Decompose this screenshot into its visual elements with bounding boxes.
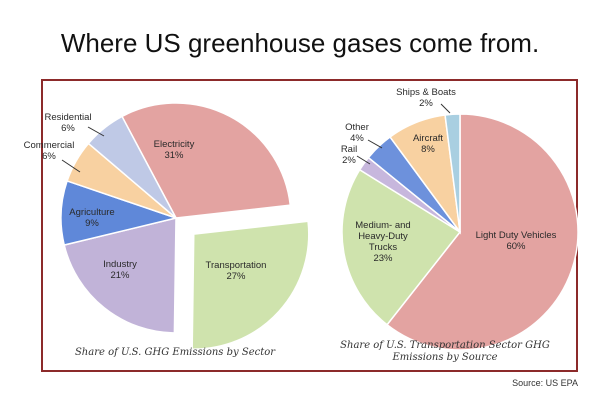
leader-line	[440, 103, 451, 114]
source-note: Source: US EPA	[512, 378, 578, 388]
slice-label-residential: Residential 6%	[45, 112, 92, 134]
transportation-pie-caption: Share of U.S. Transportation Sector GHG …	[340, 340, 550, 363]
slice-label-transportation: Transportation 27%	[206, 260, 267, 282]
slice-label-rail: Rail 2%	[341, 144, 357, 166]
leader-line	[61, 159, 81, 173]
slice-label-industry: Industry 21%	[103, 259, 137, 281]
slice-label-medium-heavy: Medium- and Heavy-Duty Trucks 23%	[355, 220, 410, 264]
leader-line	[87, 126, 105, 137]
slice-label-agriculture: Agriculture 9%	[69, 207, 114, 229]
leader-line	[367, 139, 383, 149]
pie-slice-industry	[63, 217, 177, 334]
pie-slice-electricity	[120, 102, 292, 219]
slide-title: Where US greenhouse gases come from.	[60, 28, 540, 58]
slice-label-electricity: Electricity 31%	[154, 139, 195, 161]
leader-line	[356, 155, 371, 165]
slice-label-commercial: Commercial 6%	[24, 140, 75, 162]
pie-slice-light-duty	[386, 113, 579, 351]
slice-label-light-duty: Light Duty Vehicles 60%	[476, 230, 557, 252]
sector-pie: Electricity 31% Transportation 27% Industry 2…	[24, 102, 310, 350]
pie-slice-residential	[87, 115, 177, 219]
pie-slice-medium-heavy	[341, 168, 462, 326]
pie-slice-ships	[444, 113, 461, 233]
pie-slice-transportation	[191, 220, 310, 350]
slice-label-other: Other 4%	[345, 122, 369, 144]
transportation-pie: Light Duty Vehicles 60% Medium- and Heavy-D…	[341, 87, 579, 351]
slice-label-aircraft: Aircraft 8%	[413, 133, 443, 155]
slice-label-ships: Ships & Boats 2%	[396, 87, 456, 109]
sector-pie-caption: Share of U.S. GHG Emissions by Sector	[74, 347, 276, 358]
